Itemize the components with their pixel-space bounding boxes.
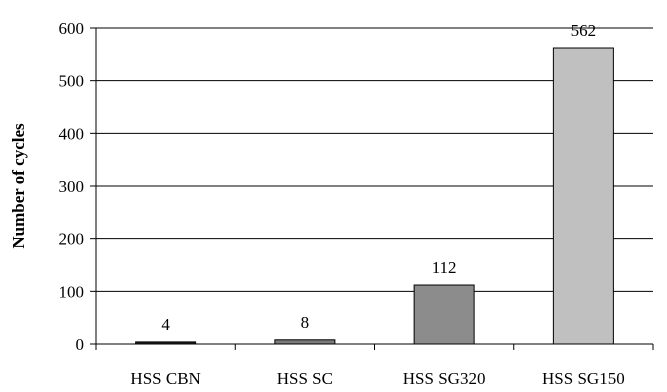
y-axis-ticks: 0 100 200 300 400 500 600	[59, 19, 96, 354]
y-tick-label: 300	[59, 177, 85, 196]
data-labels: 4 8 112 562	[161, 21, 596, 334]
y-tick-label: 600	[59, 19, 85, 38]
data-label: 4	[161, 315, 170, 334]
data-label: 562	[571, 21, 597, 40]
y-axis-title: Number of cycles	[9, 123, 28, 249]
y-tick-label: 100	[59, 282, 85, 301]
bars	[135, 47, 614, 345]
x-category-label: HSS SG320	[403, 369, 486, 388]
x-axis-ticks	[95, 344, 654, 350]
category-labels: HSS CBN HSS SC HSS SG320 HSS SG150	[130, 369, 624, 388]
bar-hss-sc	[274, 339, 336, 345]
y-tick-label: 0	[76, 335, 85, 354]
x-category-label: HSS CBN	[130, 369, 200, 388]
y-tick-label: 400	[59, 124, 85, 143]
x-category-label: HSS SC	[277, 369, 333, 388]
bar-hss-sg150	[552, 47, 614, 345]
bar-hss-sg320	[413, 284, 475, 345]
data-label: 112	[432, 258, 457, 277]
x-category-label: HSS SG150	[542, 369, 625, 388]
data-label: 8	[301, 313, 310, 332]
y-tick-label: 200	[59, 230, 85, 249]
y-tick-label: 500	[59, 72, 85, 91]
